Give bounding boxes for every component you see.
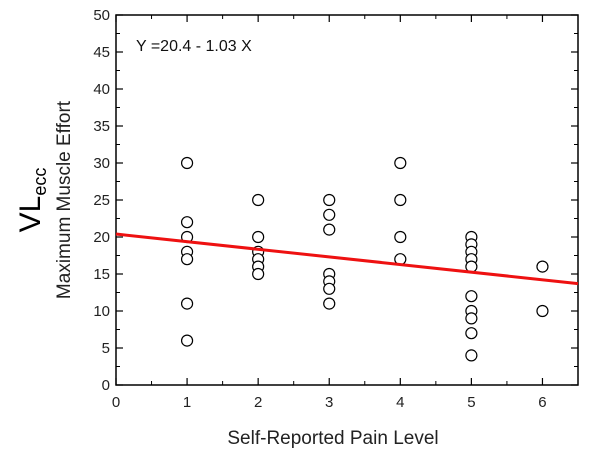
regression-equation-annotation: Y =20.4 - 1.03 X [136, 38, 252, 55]
data-point [323, 208, 336, 221]
data-point [323, 282, 336, 295]
data-point [323, 223, 336, 236]
plot-frame [115, 14, 579, 386]
x-tick-label: 5 [467, 394, 475, 411]
data-point [465, 290, 478, 303]
data-point [252, 230, 265, 244]
data-points [180, 156, 549, 362]
x-tick-label: 2 [254, 394, 262, 411]
y-tick-label: 50 [93, 7, 110, 24]
data-point [394, 156, 407, 170]
y-axis-title-main: VL [14, 196, 47, 233]
data-point [252, 193, 265, 207]
y-tick-label: 10 [93, 303, 110, 320]
x-tick-label: 0 [112, 394, 120, 411]
x-axis-title: Self-Reported Pain Level [227, 428, 438, 449]
data-point [394, 230, 407, 244]
data-point [536, 260, 549, 273]
data-point [180, 216, 194, 229]
x-tick-label: 6 [538, 394, 546, 411]
y-tick-label: 20 [93, 229, 110, 246]
y-axis-secondary-title: Maximum Muscle Effort [54, 100, 75, 299]
data-point [323, 193, 336, 207]
y-tick-label: 30 [93, 155, 110, 172]
y-tick-label: 0 [102, 377, 110, 394]
x-tick-label: 1 [183, 394, 191, 411]
y-tick-label: 35 [93, 118, 110, 135]
data-point [394, 193, 407, 207]
data-point [465, 312, 478, 325]
data-point [465, 349, 478, 362]
y-axis-title: VLecc [14, 168, 50, 233]
y-axis-title-subscript: ecc [30, 168, 50, 196]
data-point [180, 334, 194, 347]
x-tick-label: 4 [396, 394, 404, 411]
data-point [465, 327, 478, 340]
data-point [536, 304, 549, 318]
y-tick-label: 40 [93, 81, 110, 98]
y-tick-label: 45 [93, 44, 110, 61]
regression-line [115, 232, 579, 286]
y-tick-label: 5 [102, 340, 110, 357]
x-tick-label: 3 [325, 394, 333, 411]
regression-layer [115, 232, 579, 286]
data-point [180, 297, 194, 310]
y-tick-label: 15 [93, 266, 110, 283]
y-tick-label: 25 [93, 192, 110, 209]
data-point [252, 267, 265, 281]
data-point [180, 253, 194, 266]
data-point [180, 156, 194, 170]
data-point [323, 297, 336, 310]
